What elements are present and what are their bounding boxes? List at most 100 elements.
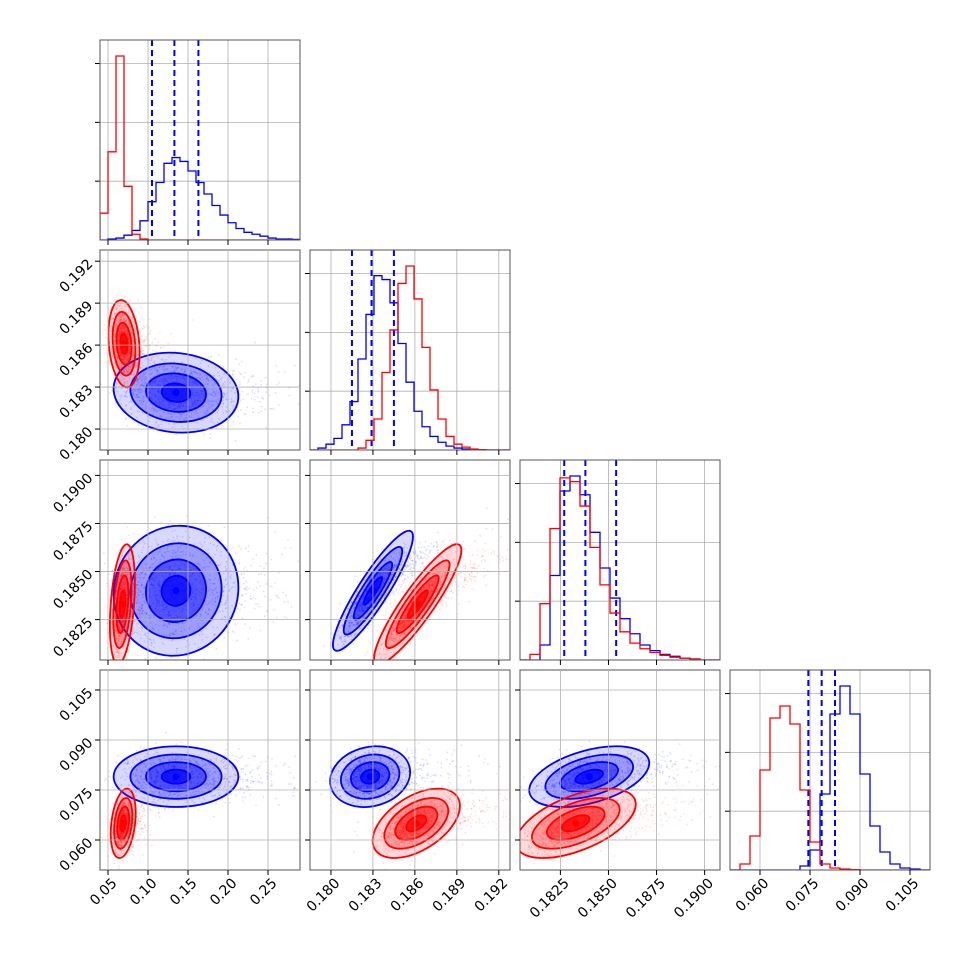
sample-point	[126, 354, 129, 356]
sample-point	[158, 395, 160, 398]
sample-point	[127, 338, 130, 341]
sample-point	[190, 372, 193, 375]
sample-point	[197, 399, 200, 402]
sample-point	[191, 374, 194, 376]
sample-point	[118, 315, 120, 318]
sample-point	[142, 340, 145, 343]
sample-point	[128, 352, 131, 354]
sample-point	[128, 353, 131, 356]
scatter-panel-1-0	[99, 249, 301, 451]
sample-point	[194, 391, 197, 393]
sample-point	[159, 384, 162, 387]
sample-point	[230, 389, 232, 392]
sample-point	[174, 365, 177, 368]
sample-point	[136, 390, 139, 393]
sample-point	[221, 405, 224, 408]
sample-point	[271, 407, 273, 410]
histogram-series-1	[730, 705, 930, 870]
sample-point	[140, 401, 143, 403]
sample-point	[262, 567, 265, 569]
sample-point	[160, 423, 163, 426]
sample-point	[232, 370, 234, 373]
sample-point	[179, 402, 182, 405]
sample-point	[125, 404, 128, 406]
sample-point	[264, 595, 266, 597]
sample-point	[120, 328, 122, 330]
sample-point	[210, 400, 213, 402]
sample-point	[205, 412, 207, 415]
sample-point	[120, 665, 122, 667]
sample-point	[288, 394, 291, 397]
sample-point	[240, 604, 242, 606]
sample-point	[141, 353, 144, 356]
sample-point	[180, 413, 182, 416]
sample-point	[159, 346, 162, 349]
sample-point	[158, 376, 161, 379]
sample-point	[158, 393, 161, 395]
sample-point	[114, 329, 116, 332]
sample-point	[198, 416, 200, 418]
sample-point	[135, 339, 138, 341]
sample-point	[119, 313, 122, 315]
sample-point	[136, 654, 139, 657]
sample-point	[126, 425, 128, 427]
sample-point	[167, 407, 170, 410]
sample-point	[122, 370, 125, 372]
sample-point	[142, 339, 145, 342]
sample-point	[207, 408, 209, 410]
sample-point	[175, 406, 178, 409]
sample-point	[180, 361, 183, 364]
sample-point	[124, 356, 127, 358]
sample-point	[192, 395, 195, 398]
sample-point	[243, 372, 246, 374]
sample-point	[215, 402, 218, 404]
sample-point	[170, 374, 173, 377]
sample-point	[190, 415, 193, 418]
sample-point	[118, 662, 120, 664]
sample-point	[170, 374, 173, 376]
sample-point	[117, 357, 119, 360]
sample-point	[207, 393, 210, 396]
sample-point	[126, 330, 128, 332]
sample-point	[136, 379, 139, 382]
sample-point	[157, 370, 160, 373]
sample-point	[125, 404, 127, 407]
sample-point	[240, 548, 243, 551]
sample-point	[255, 554, 258, 556]
sample-point	[206, 410, 209, 412]
sample-point	[149, 383, 152, 385]
sample-point	[143, 338, 146, 341]
sample-point	[149, 397, 152, 400]
sample-point	[115, 366, 117, 368]
sample-point	[142, 327, 144, 329]
sample-point	[122, 318, 125, 320]
sample-point	[113, 668, 115, 670]
sample-point	[137, 388, 140, 391]
sample-point	[158, 380, 161, 382]
sample-point	[250, 397, 253, 400]
sample-point	[113, 335, 116, 338]
sample-point	[212, 400, 214, 403]
sample-point	[134, 388, 137, 391]
sample-point	[137, 388, 140, 391]
sample-point	[262, 397, 264, 400]
sample-point	[205, 387, 208, 389]
sample-point	[139, 375, 141, 378]
sample-point	[238, 380, 241, 383]
sample-point	[158, 384, 161, 386]
sample-point	[136, 416, 138, 419]
sample-point	[193, 401, 196, 404]
sample-point	[128, 348, 131, 351]
sample-point	[255, 383, 257, 386]
sample-point	[126, 355, 129, 357]
sample-point	[199, 377, 202, 380]
sample-point	[179, 377, 182, 379]
sample-point	[156, 402, 159, 404]
sample-point	[199, 377, 202, 380]
sample-point	[175, 404, 177, 407]
sample-point	[142, 373, 145, 376]
sample-point	[130, 408, 132, 411]
sample-point	[179, 402, 182, 405]
sample-point	[277, 404, 280, 407]
sample-point	[114, 326, 117, 329]
